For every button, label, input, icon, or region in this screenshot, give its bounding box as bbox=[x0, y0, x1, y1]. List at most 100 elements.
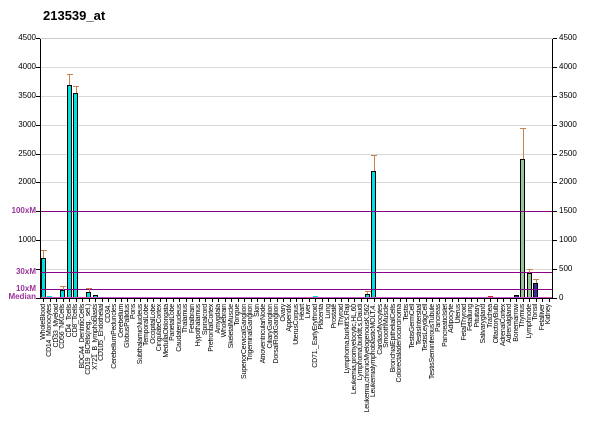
ref-line-10xm bbox=[40, 289, 552, 291]
x-tick bbox=[458, 299, 460, 302]
axis-bottom bbox=[40, 298, 553, 299]
x-tick bbox=[445, 299, 447, 302]
x-tick bbox=[503, 299, 505, 302]
error-bar-cap bbox=[364, 290, 371, 292]
error-bar-cap bbox=[520, 128, 527, 130]
x-tick bbox=[198, 299, 200, 302]
x-tick bbox=[231, 299, 233, 302]
x-tick bbox=[218, 299, 220, 302]
y-tick bbox=[36, 38, 40, 39]
error-bar-cap bbox=[526, 269, 533, 271]
y-tick bbox=[553, 124, 557, 126]
error-bar-cap bbox=[86, 287, 93, 289]
x-tick bbox=[205, 299, 207, 302]
y-tick bbox=[36, 124, 40, 126]
x-tick bbox=[373, 299, 375, 302]
grid-line bbox=[40, 124, 552, 126]
x-tick bbox=[496, 299, 498, 302]
x-tick bbox=[179, 299, 181, 302]
x-tick bbox=[270, 299, 272, 302]
y-tick-label-left: 2000 bbox=[18, 177, 36, 187]
x-tick bbox=[516, 299, 518, 302]
axis-left bbox=[40, 38, 41, 299]
y-tick-label-left: 4000 bbox=[18, 61, 36, 71]
bar bbox=[47, 296, 53, 298]
x-tick bbox=[289, 299, 291, 302]
x-tick bbox=[69, 299, 71, 302]
x-tick bbox=[276, 299, 278, 302]
x-tick bbox=[470, 299, 472, 302]
x-tick bbox=[211, 299, 213, 302]
ref-label-median: Median bbox=[8, 292, 36, 302]
error-bar-cap bbox=[66, 73, 73, 75]
x-tick bbox=[250, 299, 252, 302]
x-tick bbox=[406, 299, 408, 302]
y-tick bbox=[553, 298, 557, 299]
grid-line bbox=[40, 182, 552, 184]
x-tick bbox=[308, 299, 310, 302]
x-tick bbox=[334, 299, 336, 302]
x-tick bbox=[88, 299, 90, 302]
x-tick bbox=[464, 299, 466, 302]
error-bar-stem bbox=[535, 280, 537, 283]
x-tick bbox=[56, 299, 58, 302]
y-tick-label-left: 2500 bbox=[18, 148, 36, 158]
x-tick-label: Kidney bbox=[545, 304, 553, 325]
x-tick bbox=[153, 299, 155, 302]
bar bbox=[526, 273, 532, 298]
x-tick bbox=[140, 299, 142, 302]
x-tick bbox=[108, 299, 110, 302]
y-tick bbox=[553, 153, 557, 155]
x-tick bbox=[412, 299, 414, 302]
error-bar-stem bbox=[88, 288, 90, 292]
x-tick bbox=[159, 299, 161, 302]
bar bbox=[312, 296, 318, 298]
x-tick bbox=[172, 299, 174, 302]
y-tick bbox=[36, 66, 40, 68]
y-tick bbox=[553, 240, 557, 242]
y-tick bbox=[553, 182, 557, 184]
y-tick-label-right: 4500 bbox=[559, 33, 577, 42]
x-tick bbox=[185, 299, 187, 302]
x-tick bbox=[477, 299, 479, 302]
y-tick bbox=[553, 95, 557, 97]
y-tick-label-right: 2000 bbox=[559, 177, 577, 187]
y-tick-label-left: 3500 bbox=[18, 90, 36, 100]
x-tick bbox=[114, 299, 116, 302]
x-tick bbox=[509, 299, 511, 302]
x-tick bbox=[380, 299, 382, 302]
x-tick bbox=[49, 299, 51, 302]
grid-line bbox=[40, 240, 552, 242]
error-bar-stem bbox=[69, 74, 71, 85]
x-tick bbox=[328, 299, 330, 302]
y-tick bbox=[36, 153, 40, 155]
x-tick bbox=[62, 299, 64, 302]
x-tick bbox=[146, 299, 148, 302]
x-tick bbox=[263, 299, 265, 302]
x-tick bbox=[432, 299, 434, 302]
error-bar-stem bbox=[43, 251, 45, 258]
x-tick bbox=[438, 299, 440, 302]
x-tick bbox=[43, 299, 45, 302]
error-bar-cap bbox=[533, 279, 540, 281]
grid-line bbox=[40, 66, 552, 68]
bar bbox=[533, 283, 539, 298]
x-tick bbox=[399, 299, 401, 302]
y-tick-label-right: 4000 bbox=[559, 61, 577, 71]
y-tick-label-left: 3000 bbox=[18, 119, 36, 129]
x-tick bbox=[302, 299, 304, 302]
error-bar-cap bbox=[60, 286, 67, 288]
x-tick bbox=[315, 299, 317, 302]
x-tick bbox=[341, 299, 343, 302]
error-bar-cap bbox=[40, 250, 47, 252]
bar bbox=[73, 93, 79, 298]
grid-line bbox=[40, 95, 552, 97]
y-tick bbox=[36, 95, 40, 97]
x-tick bbox=[360, 299, 362, 302]
error-bar-stem bbox=[529, 270, 531, 273]
error-bar-stem bbox=[62, 287, 64, 290]
x-tick bbox=[386, 299, 388, 302]
x-tick bbox=[529, 299, 531, 302]
grid-line bbox=[40, 153, 552, 155]
y-tick-label-right: 0 bbox=[559, 293, 564, 302]
